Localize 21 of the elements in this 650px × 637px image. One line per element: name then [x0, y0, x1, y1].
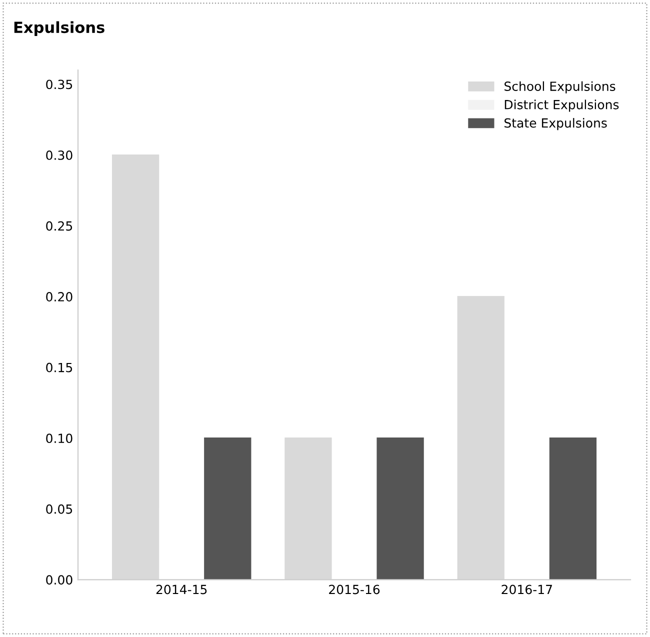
x-tick-label: 2014-15: [156, 584, 207, 594]
bar: [112, 154, 160, 580]
y-tick-label: 0.15: [46, 362, 72, 372]
bar: [457, 296, 504, 580]
bar: [204, 438, 252, 580]
y-tick-label: 0.05: [46, 504, 72, 514]
bar: [284, 438, 332, 580]
y-tick-label: 0.00: [46, 575, 72, 585]
y-tick-label: 0.20: [46, 292, 72, 302]
y-tick-label: 0.25: [46, 221, 72, 231]
bar: [376, 438, 424, 580]
legend-label: District Expulsions: [504, 100, 619, 112]
y-tick-label: 0.10: [46, 434, 72, 444]
legend-label: State Expulsions: [504, 118, 607, 130]
y-tick-label: 0.30: [46, 150, 72, 160]
bar: [549, 438, 597, 580]
chart-title: Expulsions: [14, 21, 104, 36]
y-tick-label: 0.35: [46, 80, 72, 90]
x-tick-label: 2016-17: [502, 584, 552, 594]
x-tick-label: 2015-16: [329, 584, 380, 594]
legend-label: School Expulsions: [504, 81, 616, 94]
